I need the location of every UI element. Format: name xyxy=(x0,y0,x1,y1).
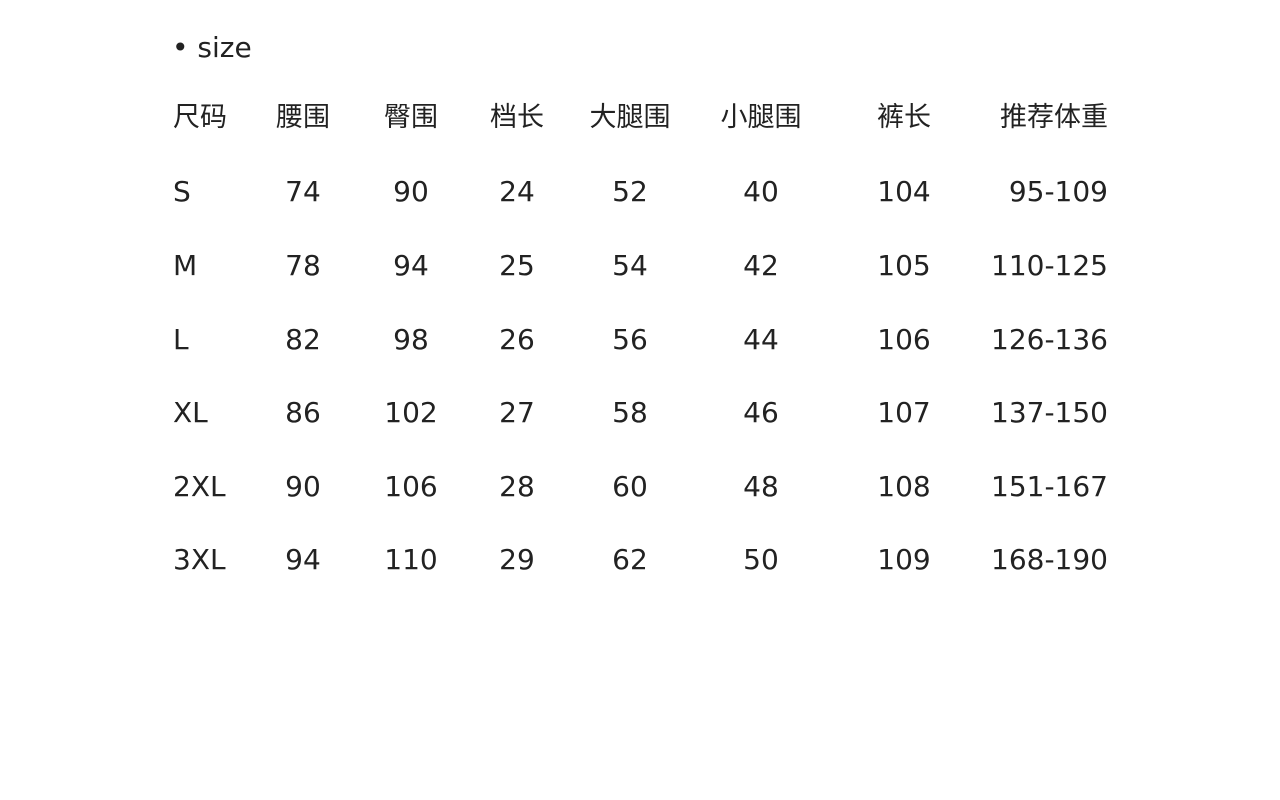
table-cell: 46 xyxy=(743,396,779,429)
table-cell: 94 xyxy=(393,249,429,282)
table-cell: 102 xyxy=(384,396,438,429)
section-title: • size xyxy=(172,31,252,64)
table-cell: 151-167 xyxy=(991,470,1108,503)
table-cell: 94 xyxy=(285,543,321,576)
table-cell: 62 xyxy=(612,543,648,576)
table-cell: 86 xyxy=(285,396,321,429)
column-header: 腰围 xyxy=(276,102,330,133)
table-cell: 137-150 xyxy=(991,396,1108,429)
table-cell: 90 xyxy=(393,175,429,208)
table-cell: 107 xyxy=(877,396,931,429)
table-cell: 110-125 xyxy=(991,249,1108,282)
table-cell: 108 xyxy=(877,470,931,503)
table-cell: S xyxy=(173,175,191,208)
table-cell: 25 xyxy=(499,249,535,282)
column-header: 推荐体重 xyxy=(1000,102,1108,133)
table-cell: 40 xyxy=(743,175,779,208)
table-cell: 105 xyxy=(877,249,931,282)
table-cell: 52 xyxy=(612,175,648,208)
column-header: 尺码 xyxy=(173,102,227,133)
table-cell: 50 xyxy=(743,543,779,576)
column-header: 裤长 xyxy=(877,102,931,133)
table-cell: 82 xyxy=(285,323,321,356)
table-row: 2XL 90 106 28 60 48 108 151-167 xyxy=(0,467,1280,507)
table-cell: 56 xyxy=(612,323,648,356)
table-cell: 60 xyxy=(612,470,648,503)
table-cell: 104 xyxy=(877,175,931,208)
column-header: 大腿围 xyxy=(589,102,671,133)
column-header: 臀围 xyxy=(384,102,438,133)
table-row: 3XL 94 110 29 62 50 109 168-190 xyxy=(0,540,1280,580)
table-cell: 109 xyxy=(877,543,931,576)
table-header-row: 尺码 腰围 臀围 档长 大腿围 小腿围 裤长 推荐体重 xyxy=(0,98,1280,138)
table-cell: 24 xyxy=(499,175,535,208)
table-cell: 29 xyxy=(499,543,535,576)
table-cell: 90 xyxy=(285,470,321,503)
table-cell: 74 xyxy=(285,175,321,208)
table-row: S 74 90 24 52 40 104 95-109 xyxy=(0,172,1280,212)
table-row: XL 86 102 27 58 46 107 137-150 xyxy=(0,393,1280,433)
table-cell: 2XL xyxy=(173,470,226,503)
table-cell: 26 xyxy=(499,323,535,356)
table-row: M 78 94 25 54 42 105 110-125 xyxy=(0,246,1280,286)
column-header: 小腿围 xyxy=(720,102,802,133)
table-cell: 110 xyxy=(384,543,438,576)
table-cell: 106 xyxy=(877,323,931,356)
table-cell: 28 xyxy=(499,470,535,503)
table-cell: 78 xyxy=(285,249,321,282)
table-cell: 54 xyxy=(612,249,648,282)
table-cell: L xyxy=(173,323,189,356)
table-row: L 82 98 26 56 44 106 126-136 xyxy=(0,320,1280,360)
table-cell: 106 xyxy=(384,470,438,503)
column-header: 档长 xyxy=(490,102,544,133)
table-cell: 3XL xyxy=(173,543,226,576)
table-cell: 98 xyxy=(393,323,429,356)
table-cell: 42 xyxy=(743,249,779,282)
table-cell: XL xyxy=(173,396,208,429)
table-cell: 58 xyxy=(612,396,648,429)
table-cell: 27 xyxy=(499,396,535,429)
table-cell: 168-190 xyxy=(991,543,1108,576)
table-cell: M xyxy=(173,249,198,282)
table-cell: 95-109 xyxy=(1008,175,1108,208)
table-cell: 48 xyxy=(743,470,779,503)
table-cell: 126-136 xyxy=(991,323,1108,356)
table-cell: 44 xyxy=(743,323,779,356)
